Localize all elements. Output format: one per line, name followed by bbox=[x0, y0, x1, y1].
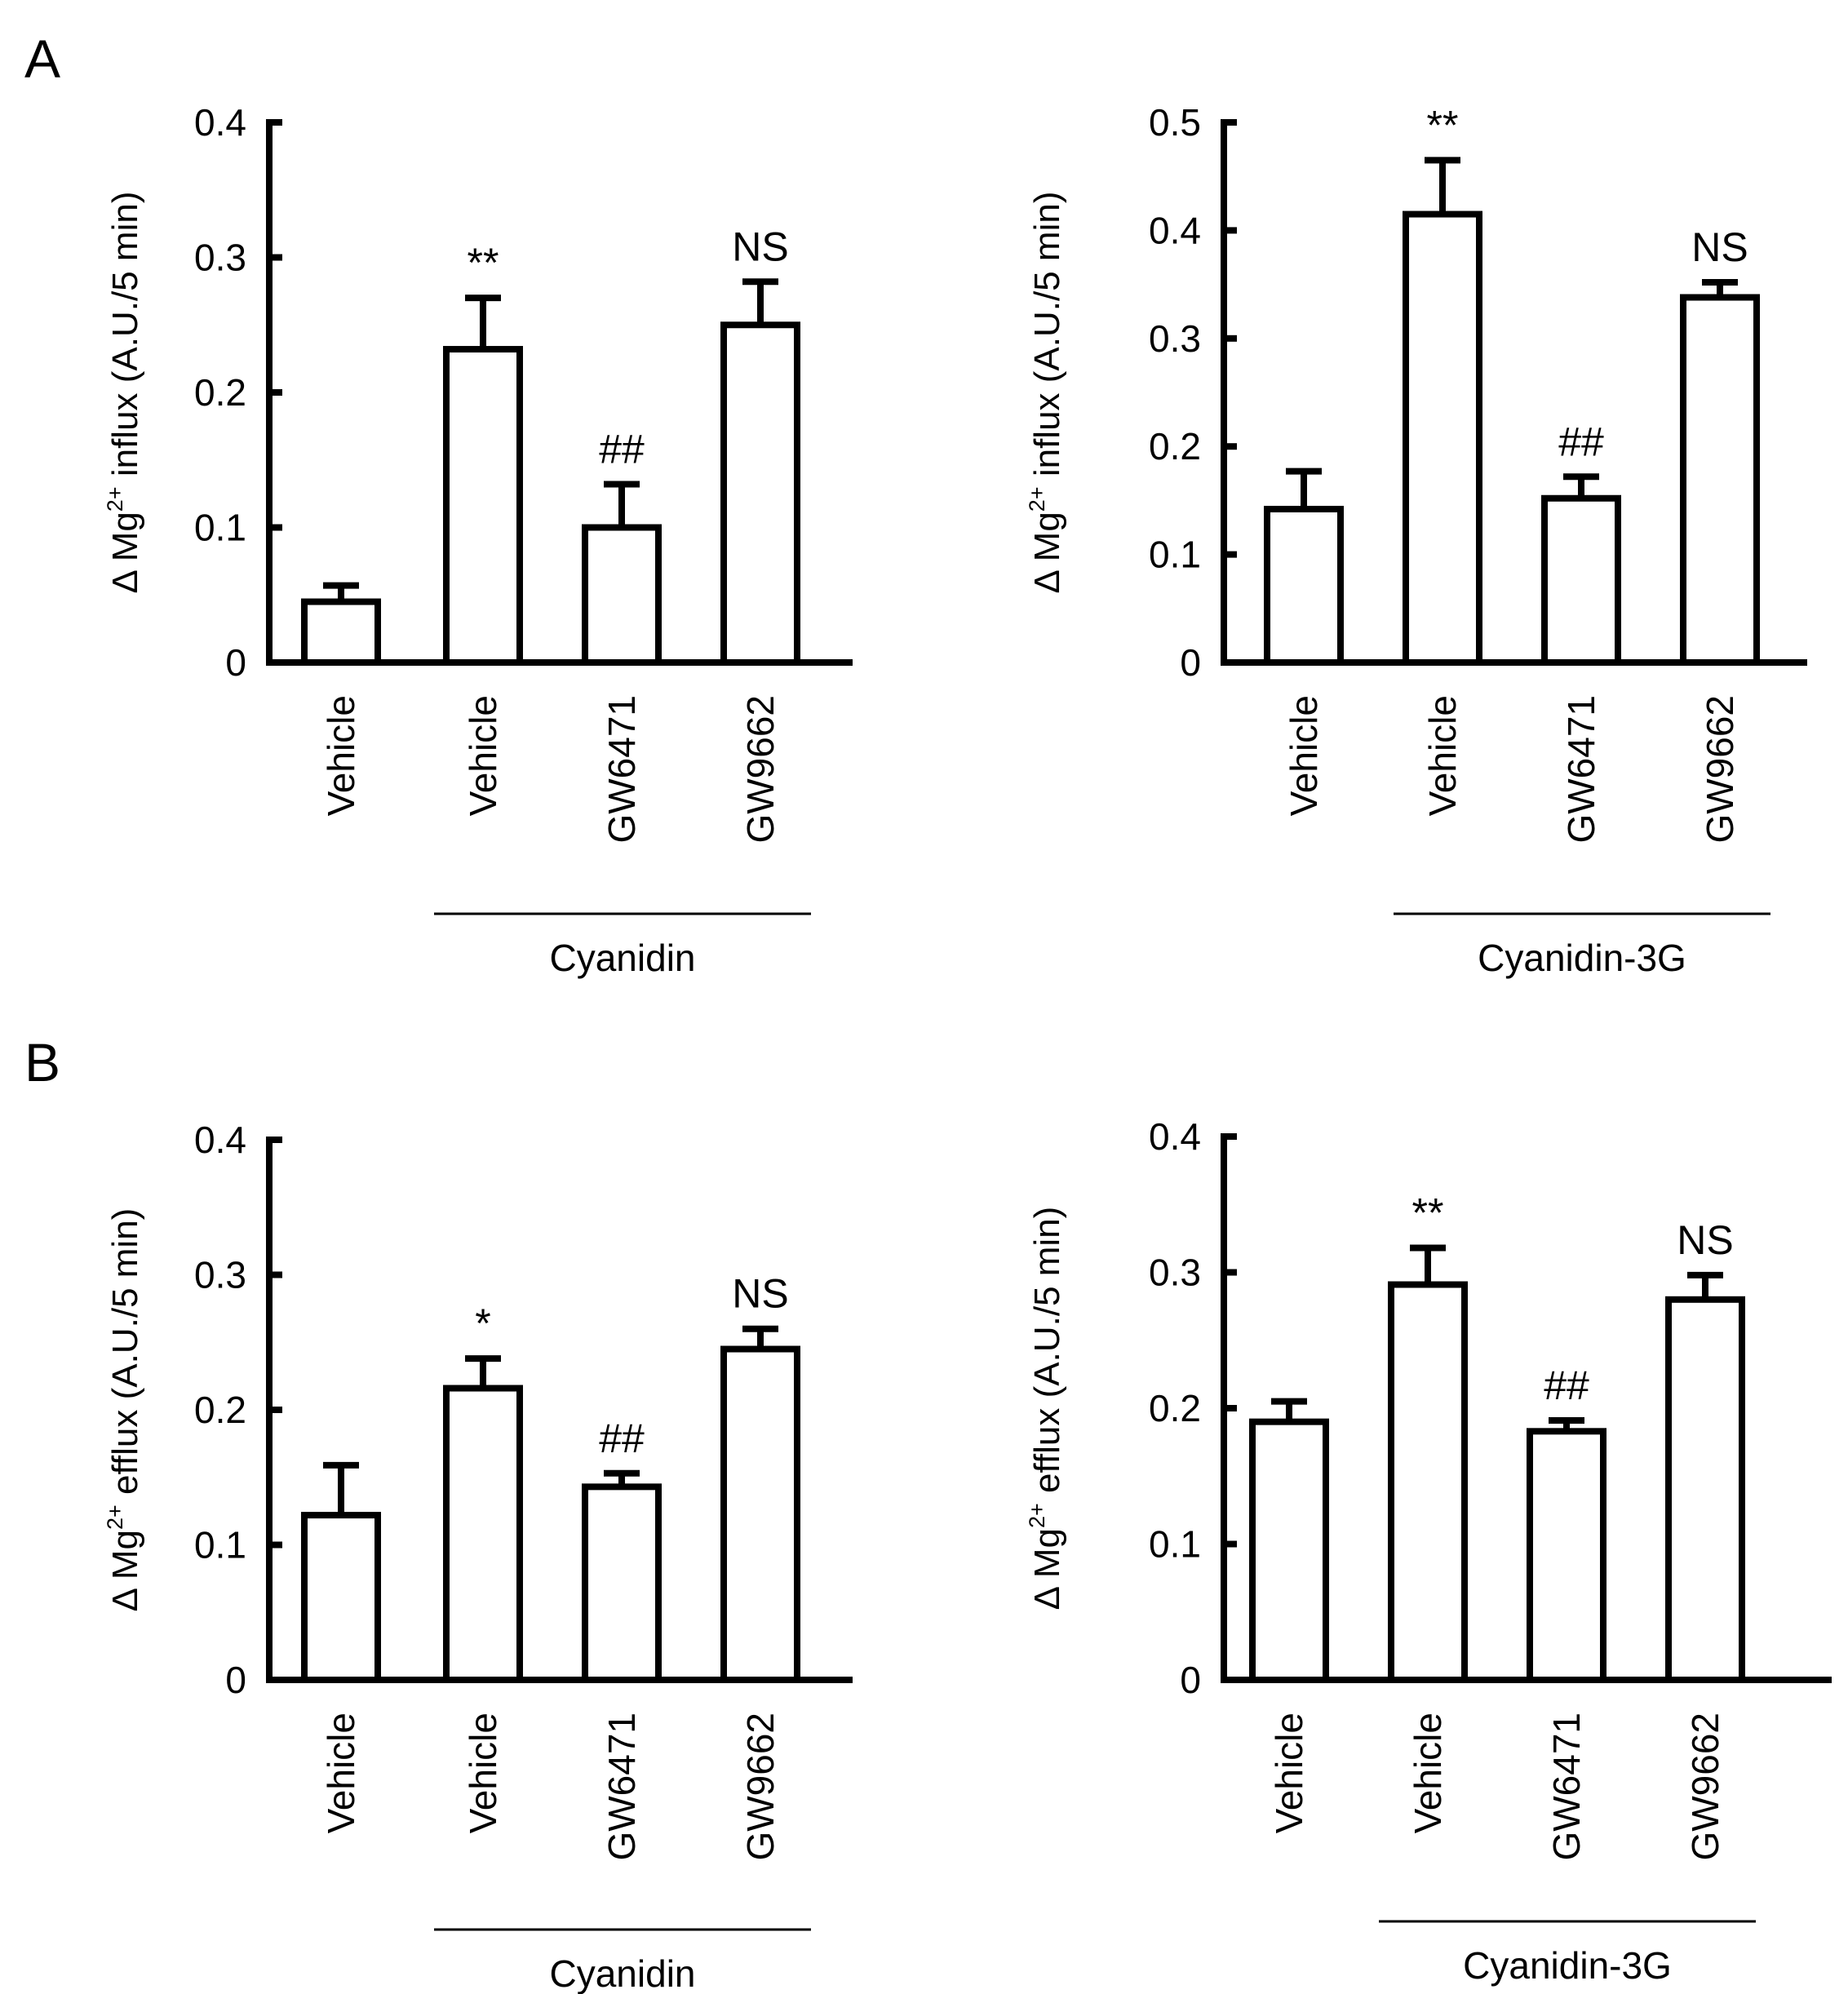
chart-a-right: 0 0.1 0.2 0.3 0.4 0.5 Δ Mg2+ influx (A.U./5 mi… bbox=[1025, 101, 1807, 979]
group-label: Cyanidin-3G bbox=[1478, 937, 1686, 979]
y-tick-label: 0.3 bbox=[194, 237, 246, 279]
panel-letter-b: B bbox=[24, 1032, 60, 1092]
y-axis-label-rest: efflux (A.U./5 min) bbox=[105, 1208, 145, 1505]
y-tick-label: 0.4 bbox=[1149, 209, 1201, 251]
category-label: Vehicle bbox=[1283, 695, 1325, 816]
category-label: GW9662 bbox=[1684, 1713, 1726, 1861]
bar bbox=[1527, 1428, 1606, 1684]
y-axis-label-rest: influx (A.U./5 min) bbox=[105, 192, 145, 487]
y-axis-label-main: Δ Mg bbox=[105, 1530, 145, 1611]
category-label: GW6471 bbox=[600, 695, 643, 844]
group-label: Cyanidin bbox=[550, 937, 696, 979]
y-axis-label-sup: 2+ bbox=[103, 1504, 127, 1530]
significance-label: ## bbox=[599, 1416, 645, 1461]
category-label: Vehicle bbox=[1407, 1713, 1449, 1833]
group-label: Cyanidin bbox=[550, 1952, 696, 1994]
bar bbox=[582, 1483, 662, 1683]
y-tick-label: 0 bbox=[1180, 1659, 1201, 1701]
bar bbox=[1541, 494, 1621, 667]
y-tick-label: 0.2 bbox=[194, 1389, 246, 1431]
significance-label: NS bbox=[1677, 1217, 1733, 1263]
y-axis-label-rest: influx (A.U./5 min) bbox=[1027, 192, 1067, 487]
category-label: Vehicle bbox=[1268, 1713, 1310, 1833]
bar bbox=[1403, 210, 1482, 667]
category-label: Vehicle bbox=[1421, 695, 1464, 816]
category-label: Vehicle bbox=[462, 695, 504, 816]
bar bbox=[720, 321, 800, 666]
y-tick-label: 0.4 bbox=[194, 1119, 246, 1161]
panel-letter-a: A bbox=[24, 29, 60, 89]
significance-label: NS bbox=[1691, 224, 1748, 270]
significance-label: ** bbox=[1412, 1190, 1444, 1236]
y-tick-label: 0.3 bbox=[1149, 317, 1201, 360]
bar bbox=[443, 1385, 523, 1684]
y-tick-label: 0.5 bbox=[1149, 101, 1201, 144]
y-axis-label-rest: efflux (A.U./5 min) bbox=[1027, 1207, 1067, 1504]
y-tick-label: 0 bbox=[1180, 641, 1201, 684]
significance-label: ## bbox=[1558, 419, 1604, 464]
y-axis-label-main: Δ Mg bbox=[1027, 1528, 1067, 1610]
y-tick-label: 0.4 bbox=[1149, 1115, 1201, 1158]
category-label: GW6471 bbox=[1545, 1713, 1588, 1861]
y-axis-label: Δ Mg2+ influx (A.U./5 min) bbox=[1025, 192, 1067, 594]
significance-label: ## bbox=[1544, 1363, 1589, 1408]
y-axis-label: Δ Mg2+ influx (A.U./5 min) bbox=[103, 192, 145, 594]
y-tick-label: 0.2 bbox=[1149, 425, 1201, 467]
bar bbox=[1249, 1418, 1329, 1684]
y-tick-label: 0.1 bbox=[194, 507, 246, 549]
category-label: GW6471 bbox=[600, 1713, 643, 1861]
y-tick-label: 0 bbox=[225, 1659, 246, 1701]
y-axis-label: Δ Mg2+ efflux (A.U./5 min) bbox=[103, 1208, 145, 1612]
bar bbox=[582, 524, 662, 666]
bar bbox=[1388, 1281, 1468, 1683]
y-axis-label-sup: 2+ bbox=[1025, 486, 1049, 512]
significance-label: ** bbox=[1427, 102, 1459, 148]
significance-label: ** bbox=[468, 240, 499, 286]
significance-label: NS bbox=[732, 224, 788, 269]
y-axis-label-main: Δ Mg bbox=[1027, 512, 1067, 593]
y-tick-label: 0.4 bbox=[194, 101, 246, 144]
y-tick-label: 0.1 bbox=[1149, 1523, 1201, 1566]
y-axis-label-sup: 2+ bbox=[103, 486, 127, 512]
bar bbox=[720, 1345, 800, 1684]
category-label: GW9662 bbox=[739, 1713, 782, 1861]
bar bbox=[1264, 505, 1344, 666]
y-tick-label: 0 bbox=[225, 641, 246, 684]
bar bbox=[301, 598, 381, 667]
y-tick-label: 0.2 bbox=[194, 371, 246, 414]
bar bbox=[1665, 1296, 1745, 1684]
significance-label: ## bbox=[599, 427, 645, 472]
y-tick-label: 0.2 bbox=[1149, 1387, 1201, 1429]
charts-container: 00.10.20.30.4Δ Mg2+ influx (A.U./5 min)V… bbox=[103, 101, 1832, 1994]
chart-b-right: 0 0.1 0.2 0.3 0.4 Δ Mg2+ efflux (A.U./5 min) V… bbox=[1025, 1115, 1832, 1987]
bar bbox=[301, 1512, 381, 1683]
y-tick-label: 0.1 bbox=[194, 1524, 246, 1566]
bar bbox=[443, 346, 523, 666]
y-axis-label-main: Δ Mg bbox=[105, 512, 145, 593]
category-label: GW6471 bbox=[1560, 695, 1602, 844]
y-tick-label: 0.3 bbox=[1149, 1252, 1201, 1294]
chart-b-left: 0 0.1 0.2 0.3 0.4 Δ Mg2+ efflux (A.U./5 min) V… bbox=[103, 1119, 853, 1994]
chart-a-left: 0 0.1 0.2 0.3 0.4 Δ Mg2+ influx (A.U./5 min) V… bbox=[103, 101, 853, 979]
bar bbox=[1680, 294, 1760, 666]
category-label: GW9662 bbox=[1699, 695, 1741, 844]
y-axis-label-sup: 2+ bbox=[1025, 1503, 1049, 1528]
y-axis-label: Δ Mg2+ efflux (A.U./5 min) bbox=[1025, 1207, 1067, 1611]
category-label: Vehicle bbox=[320, 695, 362, 816]
significance-label: NS bbox=[732, 1271, 788, 1317]
category-label: GW9662 bbox=[739, 695, 782, 844]
group-label: Cyanidin-3G bbox=[1463, 1944, 1672, 1987]
category-label: Vehicle bbox=[320, 1713, 362, 1833]
significance-label: * bbox=[475, 1301, 490, 1346]
y-tick-label: 0.3 bbox=[194, 1254, 246, 1296]
category-label: Vehicle bbox=[462, 1713, 504, 1833]
y-tick-label: 0.1 bbox=[1149, 534, 1201, 576]
